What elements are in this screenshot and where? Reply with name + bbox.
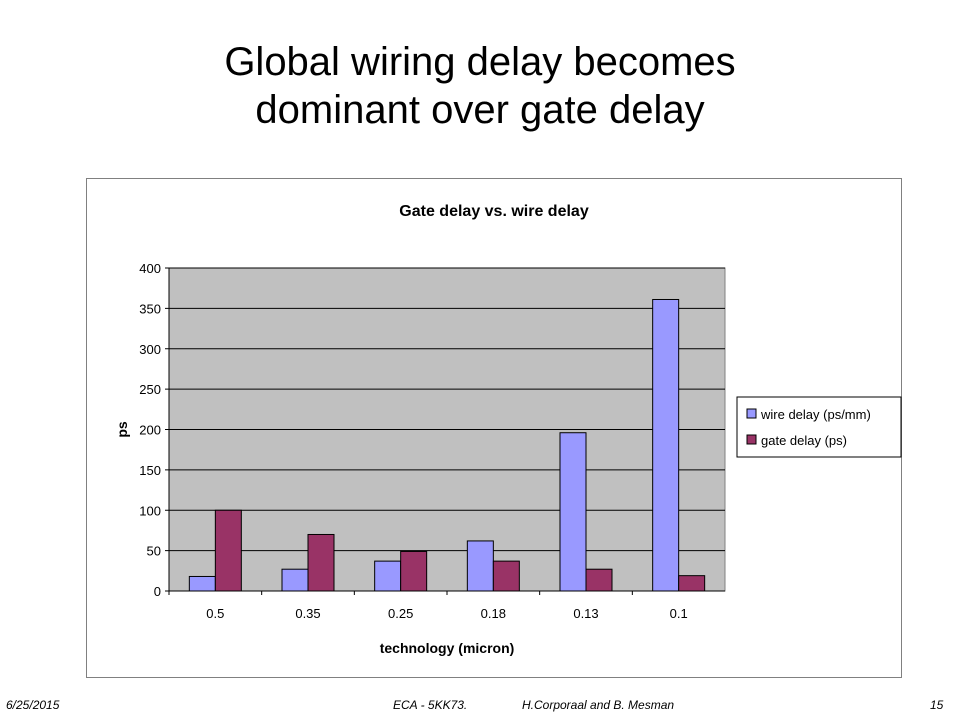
y-tick-label: 350 bbox=[139, 301, 161, 316]
x-tick-label: 0.35 bbox=[295, 606, 320, 621]
bar-gate-delay bbox=[492, 560, 520, 592]
y-tick-label: 300 bbox=[139, 342, 161, 357]
x-tick-label: 0.1 bbox=[670, 606, 688, 621]
x-tick-label: 0.18 bbox=[481, 606, 506, 621]
y-tick-label: 0 bbox=[154, 584, 161, 599]
bar-gate-delay bbox=[214, 509, 242, 592]
bar-wire-delay bbox=[188, 575, 216, 592]
bar-gate-delay bbox=[678, 575, 706, 592]
y-axis-label: ps bbox=[114, 421, 130, 438]
chart-frame: Gate delay vs. wire delay 0 50 100 150 200 250… bbox=[86, 178, 902, 678]
footer-authors: H.Corporaal and B. Mesman bbox=[522, 698, 675, 712]
legend-swatch bbox=[746, 408, 757, 419]
legend-label: wire delay (ps/mm) bbox=[760, 407, 871, 422]
bar-gate-delay bbox=[585, 568, 613, 592]
footer-page-number: 15 bbox=[930, 698, 944, 712]
x-tick-label: 0.13 bbox=[573, 606, 598, 621]
bar-wire-delay bbox=[281, 568, 309, 592]
y-tick-label: 50 bbox=[147, 544, 161, 559]
footer-course: ECA - 5KK73. bbox=[393, 698, 468, 712]
bar-wire-delay bbox=[559, 432, 587, 592]
y-tick-label: 200 bbox=[139, 423, 161, 438]
x-tick-label: 0.25 bbox=[388, 606, 413, 621]
y-tick-label: 250 bbox=[139, 382, 161, 397]
y-tick-label: 400 bbox=[139, 261, 161, 276]
slide-title: Global wiring delay becomes dominant ove… bbox=[0, 38, 960, 134]
slide-title-line-2: dominant over gate delay bbox=[255, 88, 705, 132]
bar-wire-delay bbox=[374, 560, 402, 592]
bar-gate-delay bbox=[400, 550, 428, 592]
bar-wire-delay bbox=[466, 540, 494, 592]
legend-box bbox=[736, 396, 902, 458]
y-tick-label: 150 bbox=[139, 463, 161, 478]
legend-label: gate delay (ps) bbox=[761, 433, 847, 448]
y-tick-label: 100 bbox=[139, 503, 161, 518]
footer-date: 6/25/2015 bbox=[6, 698, 60, 712]
bar-chart: Gate delay vs. wire delay 0 50 100 150 200 250… bbox=[114, 203, 902, 656]
x-tick-label: 0.5 bbox=[206, 606, 224, 621]
bar-wire-delay bbox=[652, 298, 680, 592]
slide-title-line-1: Global wiring delay becomes bbox=[224, 40, 736, 84]
bar-gate-delay bbox=[307, 533, 335, 592]
x-axis-label: technology (micron) bbox=[380, 640, 515, 656]
chart-title: Gate delay vs. wire delay bbox=[399, 203, 589, 220]
legend-swatch bbox=[746, 434, 757, 445]
